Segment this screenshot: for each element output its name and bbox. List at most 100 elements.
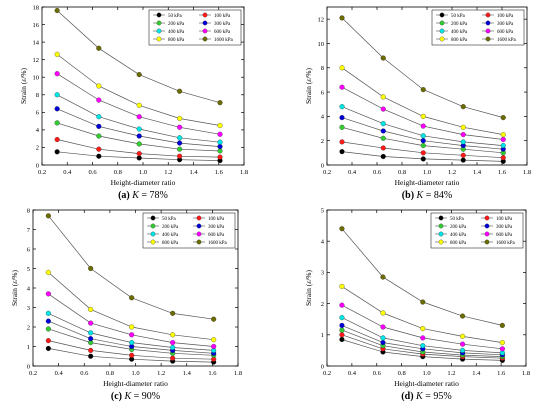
data-point xyxy=(96,133,102,139)
legend-entry: 300 kPa xyxy=(496,225,513,230)
data-point xyxy=(500,132,506,138)
data-point xyxy=(88,320,94,326)
x-tick-label: 0.8 xyxy=(106,370,114,377)
data-point xyxy=(96,45,102,51)
data-point xyxy=(339,104,345,110)
y-tick-label: 8 xyxy=(321,65,324,72)
legend-marker xyxy=(484,239,490,245)
legend-entry: 50 kPa xyxy=(450,217,465,222)
y-tick-label: 8 xyxy=(36,92,39,99)
y-tick-label: 2 xyxy=(27,324,30,331)
data-point xyxy=(380,310,386,316)
y-tick-label: 7 xyxy=(27,227,31,234)
data-point xyxy=(380,128,386,134)
data-point xyxy=(136,141,142,147)
y-tick-label: 4 xyxy=(36,127,40,134)
data-point xyxy=(380,145,386,151)
legend-marker xyxy=(156,28,162,34)
data-point xyxy=(211,337,217,343)
legend-entry: 50 kPa xyxy=(451,14,466,19)
y-tick-label: 12 xyxy=(318,16,325,23)
data-point xyxy=(460,157,466,163)
data-point xyxy=(170,340,176,346)
x-tick-label: 1.0 xyxy=(422,370,430,377)
legend-entry: 600 kPa xyxy=(208,233,225,238)
x-axis-label: Height-diameter ratio xyxy=(111,178,176,187)
data-point xyxy=(54,7,60,14)
x-tick-label: 1.0 xyxy=(139,169,147,176)
data-point xyxy=(217,122,223,129)
data-point xyxy=(211,343,217,350)
legend-entry: 100 kPa xyxy=(497,14,514,19)
legend-marker xyxy=(439,36,445,42)
legend-entry: 1600 kPa xyxy=(208,241,228,246)
data-point xyxy=(380,324,386,330)
data-point xyxy=(96,83,102,89)
data-point xyxy=(380,106,386,112)
y-axis-label-suffix: /%) xyxy=(19,67,28,78)
x-tick-label: 1.8 xyxy=(523,169,531,176)
legend-marker xyxy=(156,20,162,26)
legend-marker xyxy=(439,12,445,18)
data-point xyxy=(88,347,94,353)
data-point xyxy=(420,150,426,156)
y-axis-label: Strain (ε/%) xyxy=(19,67,28,104)
x-tick-label: 1.6 xyxy=(498,169,507,176)
x-tick-label: 0.4 xyxy=(63,169,72,176)
data-point xyxy=(45,310,51,316)
data-point xyxy=(460,347,466,353)
data-point xyxy=(339,124,345,130)
data-point xyxy=(136,126,142,132)
legend-entry: 800 kPa xyxy=(162,241,179,246)
subplot-caption: (d) K = 95% xyxy=(401,391,451,402)
legend-entry: 100 kPa xyxy=(496,217,513,222)
data-point xyxy=(339,15,345,21)
y-axis-label-suffix: /%) xyxy=(10,269,19,280)
subplot-caption: (c) K = 90% xyxy=(111,391,160,402)
data-point xyxy=(217,139,223,145)
data-point xyxy=(380,340,386,346)
x-tick-label: 1.4 xyxy=(472,370,481,377)
x-tick-label: 0.4 xyxy=(348,169,357,176)
x-tick-label: 0.6 xyxy=(373,370,382,377)
x-tick-label: 1.6 xyxy=(215,169,224,176)
data-point xyxy=(96,97,102,103)
x-tick-label: 0.2 xyxy=(323,370,331,377)
data-point xyxy=(96,114,102,120)
data-point xyxy=(217,154,223,160)
y-axis-label-prefix: Strain ( xyxy=(304,283,313,306)
y-tick-label: 14 xyxy=(33,39,40,46)
legend-entry: 300 kPa xyxy=(497,22,514,27)
caption-letter: (b) xyxy=(402,190,417,201)
legend-marker xyxy=(196,223,202,229)
x-axis-label: Height-diameter ratio xyxy=(395,178,460,187)
data-point xyxy=(136,114,142,120)
legend: 50 kPa 100 kPa 200 kPa 300 kPa 400 kPa 600 kP… xyxy=(148,9,242,46)
x-tick-label: 0.6 xyxy=(80,370,89,377)
data-point xyxy=(339,149,345,155)
x-tick-label: 0.8 xyxy=(398,370,406,377)
data-point xyxy=(45,291,51,297)
x-tick-label: 1.6 xyxy=(208,370,217,377)
data-point xyxy=(460,152,466,158)
y-tick-label: 0 xyxy=(27,363,30,370)
legend-entry: 1600 kPa xyxy=(496,241,516,246)
caption-k: K xyxy=(416,190,425,201)
x-tick-label: 1.6 xyxy=(497,370,506,377)
x-tick-label: 0.4 xyxy=(55,370,64,377)
legend-marker xyxy=(202,12,208,18)
y-tick-label: 5 xyxy=(321,207,324,214)
data-point xyxy=(136,102,142,108)
y-tick-label: 4 xyxy=(321,114,325,121)
y-tick-label: 0 xyxy=(36,162,39,169)
y-tick-label: 3 xyxy=(27,305,30,312)
data-point xyxy=(211,316,217,322)
legend-entry: 300 kPa xyxy=(214,22,231,27)
x-tick-label: 0.2 xyxy=(323,169,331,176)
y-tick-label: 5 xyxy=(27,266,30,273)
subplot-3: 0.2 0.4 0.6 0.8 1.0 1.2 1.4 1.6 1.8 0 1 2 3 4 5 6 7 8 Heig… xyxy=(10,207,242,402)
legend-marker xyxy=(439,28,445,34)
legend-marker xyxy=(438,239,444,245)
data-point xyxy=(170,332,176,338)
x-tick-label: 1.2 xyxy=(164,169,172,176)
